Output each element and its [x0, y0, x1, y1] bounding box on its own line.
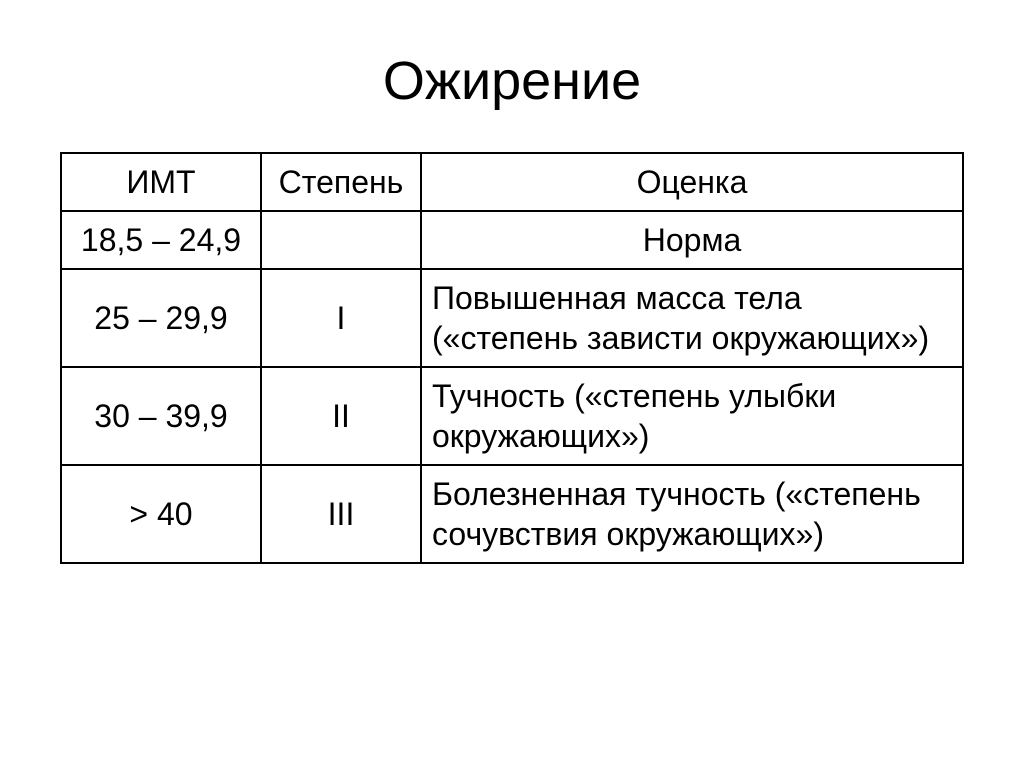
cell-imt: 25 – 29,9 [61, 269, 261, 367]
cell-degree: III [261, 465, 421, 563]
bmi-table: ИМТ Степень Оценка 18,5 – 24,9 Норма 25 … [60, 152, 964, 564]
table-row: 30 – 39,9 II Тучность («степень улыбки о… [61, 367, 963, 465]
col-header-imt: ИМТ [61, 153, 261, 211]
cell-degree [261, 211, 421, 269]
cell-assess: Болезненная тучность («степень сочувстви… [421, 465, 963, 563]
col-header-assess: Оценка [421, 153, 963, 211]
cell-assess: Тучность («степень улыбки окружающих») [421, 367, 963, 465]
cell-imt: 30 – 39,9 [61, 367, 261, 465]
cell-imt: > 40 [61, 465, 261, 563]
slide-title: Ожирение [60, 50, 964, 112]
cell-assess: Норма [421, 211, 963, 269]
table-row: > 40 III Болезненная тучность («степень … [61, 465, 963, 563]
col-header-degree: Степень [261, 153, 421, 211]
cell-imt: 18,5 – 24,9 [61, 211, 261, 269]
slide: Ожирение ИМТ Степень Оценка 18,5 – 24,9 … [0, 0, 1024, 767]
table-row: 25 – 29,9 I Повышенная масса тела («степ… [61, 269, 963, 367]
table-row: 18,5 – 24,9 Норма [61, 211, 963, 269]
table-header-row: ИМТ Степень Оценка [61, 153, 963, 211]
cell-assess: Повышенная масса тела («степень зависти … [421, 269, 963, 367]
cell-degree: I [261, 269, 421, 367]
cell-degree: II [261, 367, 421, 465]
